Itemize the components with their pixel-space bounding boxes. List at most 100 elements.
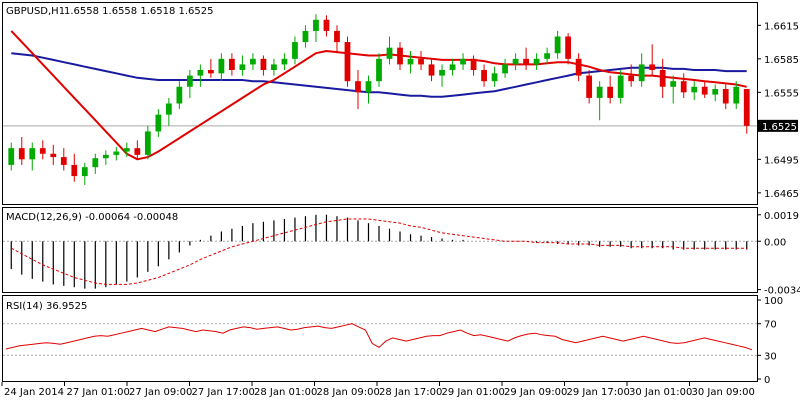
candle — [554, 30, 561, 59]
candle-body — [186, 75, 193, 87]
candle-body — [617, 75, 624, 98]
candle-body — [376, 58, 382, 82]
candle — [439, 64, 445, 87]
candle-body — [439, 70, 445, 76]
candle — [344, 36, 351, 87]
candle — [134, 140, 141, 160]
candle-body — [355, 81, 361, 93]
candle-body — [460, 58, 466, 65]
candle-body — [565, 36, 572, 59]
candle-body — [313, 19, 319, 31]
last-price-tag-bg — [758, 119, 798, 132]
candle-body — [712, 88, 719, 95]
price-axis: 1.6615 1.6585 1.6555 1.6495 1.6465 — [757, 21, 799, 200]
candle-body — [607, 86, 614, 98]
candle — [239, 55, 246, 76]
candle-body — [218, 58, 225, 74]
candle-body — [81, 167, 88, 177]
slow-moving-average — [11, 52, 747, 98]
candle-body — [207, 70, 214, 74]
candle — [176, 81, 183, 110]
candle — [680, 73, 687, 98]
candle-body — [743, 88, 750, 126]
candle-body — [323, 19, 330, 31]
candle-body — [302, 30, 309, 43]
candle — [491, 66, 498, 87]
candle-body — [155, 114, 162, 132]
candle — [470, 55, 477, 76]
candle — [596, 81, 603, 121]
candle-body — [701, 86, 708, 95]
candle — [575, 53, 582, 82]
rsi-tick-label: 70 — [764, 320, 777, 331]
rsi-levels — [3, 323, 757, 356]
candle — [355, 70, 361, 110]
candle — [102, 150, 109, 165]
candle — [638, 53, 645, 87]
candle — [722, 84, 729, 110]
candle-body — [134, 148, 141, 155]
candle-body — [638, 64, 645, 82]
candle-body — [197, 70, 204, 76]
candle — [743, 88, 750, 134]
candle-body — [628, 75, 635, 82]
rsi-label: RSI(14) 36.9525 — [6, 301, 87, 312]
time-tick-label: 28 Jan 17:00 — [379, 387, 442, 398]
candle — [586, 70, 593, 104]
candle — [50, 144, 57, 165]
macd-tick-label: 0.00 — [764, 237, 786, 248]
candle — [460, 53, 466, 70]
candle-body — [733, 86, 740, 104]
time-tick-label: 30 Jan 01:00 — [629, 387, 692, 398]
candle-body — [481, 70, 487, 82]
candle-body — [523, 58, 529, 65]
price-tick-label: 1.6585 — [764, 55, 799, 66]
candle-body — [691, 86, 698, 93]
candle — [292, 36, 298, 65]
candle-body — [502, 64, 508, 74]
candle — [712, 84, 719, 102]
candle — [8, 142, 15, 171]
candle — [229, 53, 235, 76]
candle-body — [554, 36, 561, 54]
rsi-axis: 100 70 30 0 — [757, 296, 783, 386]
candle — [502, 58, 508, 78]
candle — [691, 81, 698, 101]
candle — [81, 162, 88, 186]
candle — [144, 125, 151, 160]
candle — [250, 53, 256, 70]
ohlc-label: 1.6558 1.6558 1.6518 1.6525 — [64, 6, 214, 17]
time-tick-label: 24 Jan 2014 — [4, 387, 64, 398]
candle — [607, 75, 614, 104]
candle-body — [386, 47, 393, 59]
candle-body — [165, 103, 172, 115]
time-tick-label: 29 Jan 09:00 — [504, 387, 567, 398]
time-axis: 24 Jan 2014 27 Jan 01:00 27 Jan 09:00 27 Ja… — [1, 382, 755, 398]
candle-body — [649, 64, 656, 70]
candle — [29, 142, 36, 171]
candle — [60, 148, 67, 171]
candle-body — [29, 148, 36, 160]
price-tick-label: 1.6465 — [764, 189, 799, 200]
candle-body — [18, 148, 25, 160]
candle-body — [60, 157, 67, 165]
candle — [670, 75, 677, 104]
candle-body — [491, 73, 498, 82]
candle — [407, 51, 414, 74]
price-panel: GBPUSD,H1 1.6558 1.6558 1.6518 1.6525 1.… — [3, 6, 799, 200]
rsi-panel: RSI(14) 36.9525 100 70 30 0 — [3, 296, 783, 386]
candle-body — [250, 58, 256, 65]
candle — [71, 153, 78, 182]
candle-body — [292, 42, 298, 59]
candles — [8, 14, 750, 186]
candle-body — [470, 58, 477, 70]
time-tick-label: 29 Jan 01:00 — [442, 387, 505, 398]
candle — [123, 142, 130, 158]
candle — [365, 75, 372, 104]
time-tick-label: 27 Jan 17:00 — [192, 387, 255, 398]
rsi-tick-label: 100 — [764, 296, 783, 307]
candle — [281, 53, 288, 70]
candle — [186, 70, 193, 98]
candle — [197, 64, 204, 87]
